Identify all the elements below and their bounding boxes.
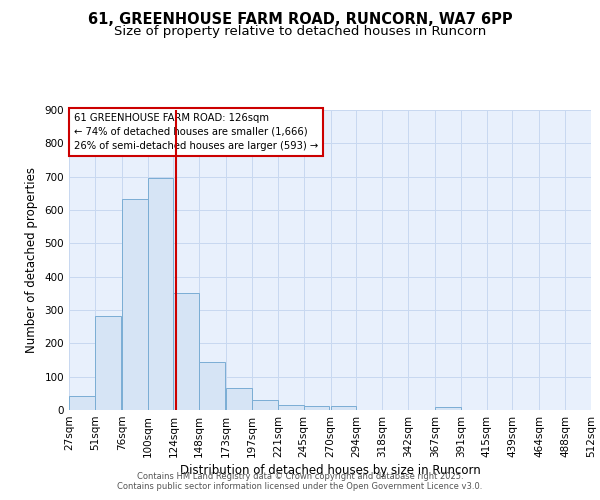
Y-axis label: Number of detached properties: Number of detached properties [25,167,38,353]
Text: Size of property relative to detached houses in Runcorn: Size of property relative to detached ho… [114,25,486,38]
Bar [122,200,148,410]
Bar [226,388,252,410]
Bar [199,362,225,410]
Bar [95,316,121,410]
Text: 61, GREENHOUSE FARM ROAD, RUNCORN, WA7 6PP: 61, GREENHOUSE FARM ROAD, RUNCORN, WA7 6… [88,12,512,28]
Bar [148,178,173,410]
Bar [278,405,304,410]
Bar [252,400,278,410]
Bar [331,406,356,410]
Text: 61 GREENHOUSE FARM ROAD: 126sqm
← 74% of detached houses are smaller (1,666)
26%: 61 GREENHOUSE FARM ROAD: 126sqm ← 74% of… [74,113,319,151]
Bar [173,294,199,410]
Text: Contains public sector information licensed under the Open Government Licence v3: Contains public sector information licen… [118,482,482,491]
Bar [69,396,95,410]
Bar [435,408,461,410]
Bar [304,406,329,410]
Text: Contains HM Land Registry data © Crown copyright and database right 2025.: Contains HM Land Registry data © Crown c… [137,472,463,481]
X-axis label: Distribution of detached houses by size in Runcorn: Distribution of detached houses by size … [179,464,481,477]
